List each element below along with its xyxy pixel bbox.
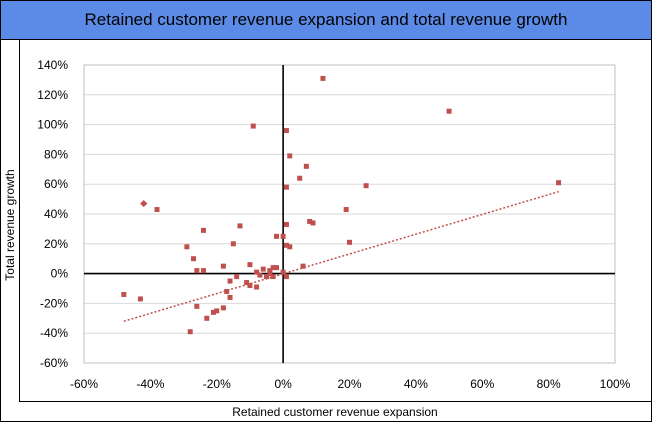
- y-tick-label: 140%: [37, 58, 68, 72]
- data-point: [220, 305, 226, 311]
- data-point: [347, 239, 352, 245]
- data-point: [244, 280, 250, 286]
- x-axis-label-panel: Retained customer revenue expansion: [19, 401, 651, 422]
- data-point: [273, 233, 279, 239]
- data-point: [187, 329, 193, 335]
- data-point: [264, 274, 270, 280]
- chart-title: Retained customer revenue expansion and …: [1, 1, 651, 40]
- data-point: [260, 266, 266, 272]
- data-point: [254, 269, 260, 275]
- x-tick-label: 20%: [337, 377, 361, 391]
- data-point: [210, 309, 216, 315]
- x-tick-label: 60%: [470, 377, 494, 391]
- data-point: [310, 220, 316, 226]
- y-tick-label: -20%: [40, 296, 68, 310]
- data-point: [250, 123, 256, 129]
- data-point: [283, 221, 289, 227]
- x-tick-label: -60%: [70, 377, 98, 391]
- data-point: [343, 207, 349, 213]
- data-point: [247, 262, 253, 268]
- data-point: [267, 271, 273, 277]
- data-point: [194, 303, 200, 309]
- data-point: [194, 268, 200, 274]
- x-tick-label: 80%: [537, 377, 561, 391]
- data-point: [446, 108, 452, 114]
- y-tick-label: 20%: [44, 237, 68, 251]
- data-point: [283, 128, 289, 134]
- data-point: [307, 218, 313, 224]
- y-tick-label: 0%: [51, 267, 69, 281]
- data-point: [270, 265, 276, 271]
- plot-area-border: [83, 64, 616, 364]
- data-point: [254, 284, 260, 290]
- y-tick-label: -40%: [40, 326, 68, 340]
- data-point: [287, 244, 293, 250]
- x-tick-label: 40%: [404, 377, 428, 391]
- trendline: [123, 190, 559, 322]
- data-point: [227, 294, 233, 300]
- data-point: [230, 241, 236, 247]
- data-point: [320, 75, 326, 81]
- y-tick-label: -60%: [40, 356, 68, 370]
- data-point: [283, 242, 289, 248]
- y-tick-label: 100%: [37, 118, 68, 132]
- data-point: [220, 263, 226, 269]
- x-tick-label: -40%: [136, 377, 164, 391]
- data-point: [121, 291, 127, 297]
- x-tick-label: 0%: [274, 377, 292, 391]
- data-point: [287, 153, 293, 159]
- y-axis-label-panel: Total revenue growth: [1, 40, 20, 401]
- data-point: [214, 308, 220, 314]
- data-point: [270, 274, 276, 280]
- x-axis-label: Retained customer revenue expansion: [232, 405, 438, 419]
- data-point-highlight: [140, 199, 148, 208]
- data-point: [227, 278, 233, 284]
- y-tick-label: 40%: [44, 207, 68, 221]
- data-point: [200, 268, 206, 274]
- data-point: [283, 274, 289, 280]
- y-tick-label: 60%: [44, 177, 68, 191]
- data-point: [280, 233, 286, 239]
- data-point: [224, 288, 230, 294]
- data-point: [273, 265, 279, 271]
- data-point: [154, 207, 160, 213]
- x-tick-label: -20%: [203, 377, 231, 391]
- data-point: [237, 223, 243, 229]
- data-point: [303, 163, 309, 169]
- data-point: [280, 269, 286, 275]
- data-point: [137, 296, 143, 302]
- data-point: [234, 274, 240, 280]
- data-point: [363, 183, 369, 189]
- data-point: [204, 315, 210, 321]
- data-point: [184, 244, 190, 250]
- data-point: [200, 227, 206, 233]
- data-point: [556, 180, 562, 186]
- y-tick-label: 120%: [37, 88, 68, 102]
- x-tick-label: 100%: [600, 377, 631, 391]
- y-tick-label: 80%: [44, 147, 68, 161]
- data-point: [247, 283, 253, 289]
- data-point: [267, 268, 273, 274]
- data-point: [300, 263, 306, 269]
- data-point: [297, 175, 303, 181]
- data-point: [283, 184, 289, 190]
- data-point: [191, 256, 197, 262]
- data-point: [257, 272, 263, 278]
